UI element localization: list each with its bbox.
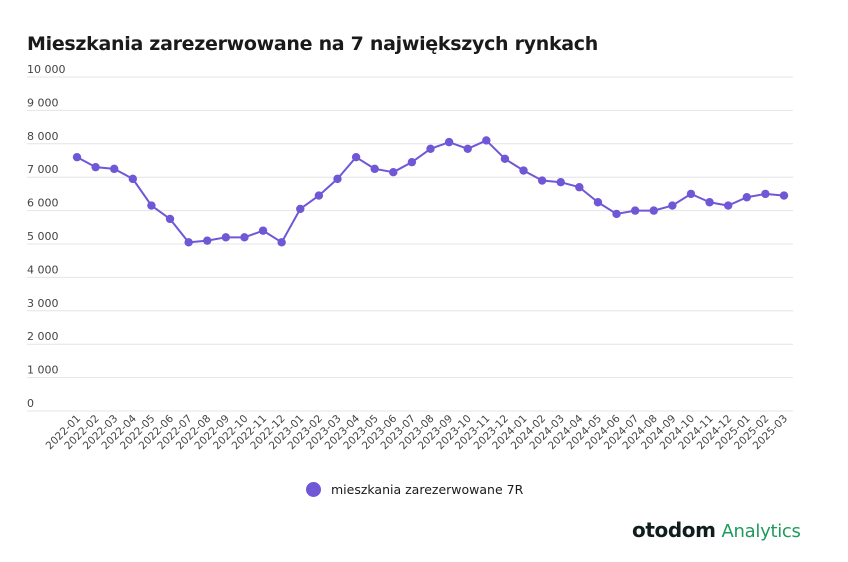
- data-point: [593, 198, 603, 207]
- data-point: [333, 174, 342, 184]
- data-point: [389, 167, 398, 177]
- brand-logo: otodom Analytics: [632, 518, 801, 542]
- data-point: [147, 201, 156, 210]
- data-point: [165, 214, 175, 224]
- data-point: [370, 164, 379, 174]
- data-point: [184, 238, 193, 247]
- data-point: [779, 191, 789, 200]
- data-point: [110, 164, 119, 174]
- data-point: [128, 174, 138, 184]
- legend-label: mieszkania zarezerwowane 7R: [331, 482, 524, 497]
- data-point: [351, 152, 361, 162]
- y-tick-label: 2 000: [27, 330, 59, 343]
- data-point: [723, 201, 733, 210]
- series-layer: [72, 136, 789, 247]
- data-point: [463, 144, 472, 154]
- data-point: [705, 198, 714, 207]
- data-point: [742, 193, 751, 202]
- series-line: [76, 139, 785, 244]
- data-point: [482, 136, 491, 145]
- data-point: [407, 157, 417, 167]
- data-point: [537, 176, 547, 185]
- data-point: [575, 183, 584, 192]
- data-point: [221, 233, 231, 242]
- brand-name: otodom: [632, 518, 716, 542]
- legend: mieszkania zarezerwowane 7R: [306, 482, 523, 497]
- brand-sub: Analytics: [721, 521, 801, 542]
- x-axis-ticks: 2022-012022-022022-032022-042022-052022-…: [44, 412, 791, 452]
- data-point: [426, 144, 435, 154]
- y-tick-label: 9 000: [27, 96, 59, 109]
- data-point: [91, 162, 100, 172]
- y-tick-label: 3 000: [27, 297, 59, 310]
- y-tick-label: 1 000: [27, 364, 59, 377]
- y-tick-label: 0: [27, 397, 34, 410]
- data-point: [519, 166, 528, 175]
- y-tick-label: 7 000: [27, 163, 59, 176]
- data-point: [277, 238, 286, 247]
- y-tick-label: 8 000: [27, 130, 59, 143]
- data-point: [761, 189, 770, 199]
- grid-lines: [27, 76, 793, 412]
- data-point: [314, 191, 324, 200]
- data-point: [686, 189, 696, 199]
- data-point: [668, 201, 677, 210]
- data-point: [500, 154, 510, 164]
- data-point: [240, 233, 249, 242]
- y-axis-ticks: 0 1 000 2 000 3 000 4 000 5 000 6 000 7 000 8 00…: [27, 63, 66, 410]
- data-point: [203, 236, 212, 245]
- data-point: [444, 137, 454, 147]
- data-point: [296, 204, 305, 214]
- y-tick-label: 4 000: [27, 263, 59, 276]
- legend-swatch: [306, 482, 321, 497]
- y-tick-label: 6 000: [27, 197, 59, 210]
- y-tick-label: 5 000: [27, 230, 59, 243]
- chart-title: Mieszkania zarezerwowane na 7 największy…: [27, 33, 598, 55]
- data-point: [72, 152, 82, 162]
- data-point: [630, 206, 640, 215]
- data-point: [258, 226, 268, 235]
- data-point: [612, 209, 621, 219]
- data-point: [649, 206, 658, 215]
- y-tick-label: 10 000: [27, 63, 66, 76]
- data-point: [556, 178, 565, 187]
